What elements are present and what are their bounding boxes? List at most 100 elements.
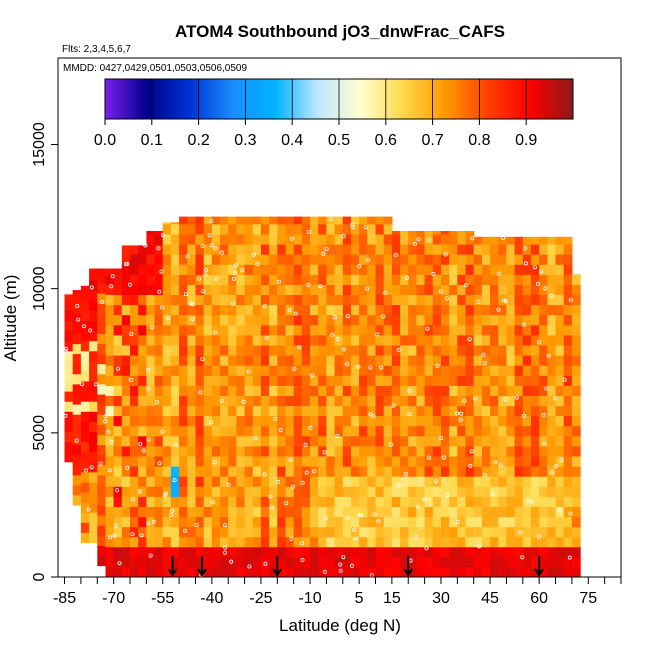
heatmap-cell xyxy=(80,421,90,432)
heatmap-cell xyxy=(293,233,303,245)
heatmap-cell xyxy=(342,355,352,366)
heatmap-cell xyxy=(514,435,524,447)
heatmap-cell xyxy=(252,216,262,225)
heatmap-cell xyxy=(285,405,295,417)
arrow-head xyxy=(197,568,207,577)
sample-marker xyxy=(552,396,557,401)
heatmap-cell xyxy=(367,496,377,507)
heatmap-cell xyxy=(195,274,205,285)
heatmap-cell xyxy=(64,370,74,382)
heatmap-cell xyxy=(277,314,287,326)
heatmap-cell xyxy=(187,566,197,577)
sample-marker xyxy=(276,479,281,484)
heatmap-cell xyxy=(351,445,360,457)
sample-marker xyxy=(469,449,474,454)
sample-marker xyxy=(297,345,302,350)
heatmap-cell xyxy=(138,486,147,497)
heatmap-cell xyxy=(293,294,303,306)
heatmap-cell xyxy=(170,294,180,306)
heatmap-cell xyxy=(506,526,516,538)
heatmap-cell xyxy=(522,566,532,577)
heatmap-cell xyxy=(154,445,164,457)
heatmap-cell xyxy=(211,216,221,225)
heatmap-cell xyxy=(416,425,426,437)
heatmap-cell xyxy=(154,455,164,467)
sample-marker xyxy=(455,411,460,416)
heatmap-cell xyxy=(252,324,262,336)
heatmap-cell xyxy=(522,274,532,285)
heatmap-cell xyxy=(539,344,548,356)
heatmap-cell xyxy=(220,304,229,316)
heatmap-cell xyxy=(571,556,581,568)
heatmap-cell xyxy=(80,300,90,311)
arrow-markers xyxy=(167,556,545,577)
heatmap-cell xyxy=(481,496,491,507)
arrow-head xyxy=(534,568,545,577)
heatmap-cell xyxy=(490,476,499,487)
heatmap-cell xyxy=(571,486,581,497)
heatmap-cell xyxy=(195,486,205,497)
heatmap-cell xyxy=(244,244,254,255)
heatmap-cell xyxy=(408,556,417,568)
sample-marker xyxy=(426,238,431,243)
heatmap-cell xyxy=(220,244,229,255)
heatmap-cell xyxy=(293,435,303,447)
heatmap-cell xyxy=(400,365,409,376)
heatmap-cell xyxy=(113,496,123,507)
sample-marker xyxy=(190,302,195,307)
heatmap-cell xyxy=(490,516,499,528)
heatmap-cell xyxy=(441,284,450,295)
heatmap-cell xyxy=(203,526,213,538)
heatmap-cell xyxy=(342,304,352,316)
heatmap-cell xyxy=(375,546,385,558)
heatmap-cell xyxy=(481,506,491,518)
heatmap-cell xyxy=(113,516,123,528)
heatmap-cell xyxy=(89,360,98,372)
heatmap-cell xyxy=(539,264,548,275)
heatmap-cell xyxy=(342,375,352,386)
heatmap-cell xyxy=(498,324,508,336)
heatmap-cell xyxy=(498,385,508,396)
heatmap-cell xyxy=(416,233,426,245)
heatmap-cell xyxy=(162,455,172,467)
heatmap-cell xyxy=(441,496,450,507)
heatmap-cell xyxy=(228,435,237,447)
heatmap-cell xyxy=(318,395,327,407)
sample-marker xyxy=(292,366,297,371)
heatmap-cell xyxy=(236,506,246,518)
sample-marker xyxy=(541,412,546,417)
heatmap-cell xyxy=(138,566,147,577)
heatmap-cell xyxy=(457,355,467,366)
heatmap-cell xyxy=(408,304,417,316)
heatmap-cell xyxy=(72,434,82,445)
heatmap-cell xyxy=(359,355,368,366)
heatmap-cell xyxy=(424,476,434,487)
heatmap-cell xyxy=(285,284,295,295)
heatmap-cell xyxy=(416,506,426,518)
heatmap-cell xyxy=(138,365,147,376)
heatmap-cell xyxy=(490,506,499,518)
heatmap-cell xyxy=(514,274,524,285)
heatmap-cell xyxy=(375,566,385,577)
heatmap-cell xyxy=(571,314,581,326)
sample-marker xyxy=(366,258,371,263)
heatmap-cell xyxy=(187,536,197,548)
heatmap-cell xyxy=(195,435,205,447)
heatmap-cell xyxy=(416,395,426,407)
heatmap-cell xyxy=(539,566,548,577)
heatmap-cell xyxy=(80,532,90,543)
heatmap-cell xyxy=(260,385,270,396)
heatmap-cell xyxy=(342,233,352,245)
sample-marker xyxy=(89,285,94,290)
heatmap-cell xyxy=(293,395,303,407)
heatmap-cell xyxy=(359,415,368,427)
heatmap-cell xyxy=(539,435,548,447)
sample-marker xyxy=(345,362,350,367)
heatmap-cell xyxy=(195,405,205,417)
heatmap-cell xyxy=(563,466,573,477)
sample-marker xyxy=(338,568,343,573)
heatmap-cell xyxy=(351,486,360,497)
heatmap-cell xyxy=(64,421,74,432)
sample-marker xyxy=(415,504,420,509)
